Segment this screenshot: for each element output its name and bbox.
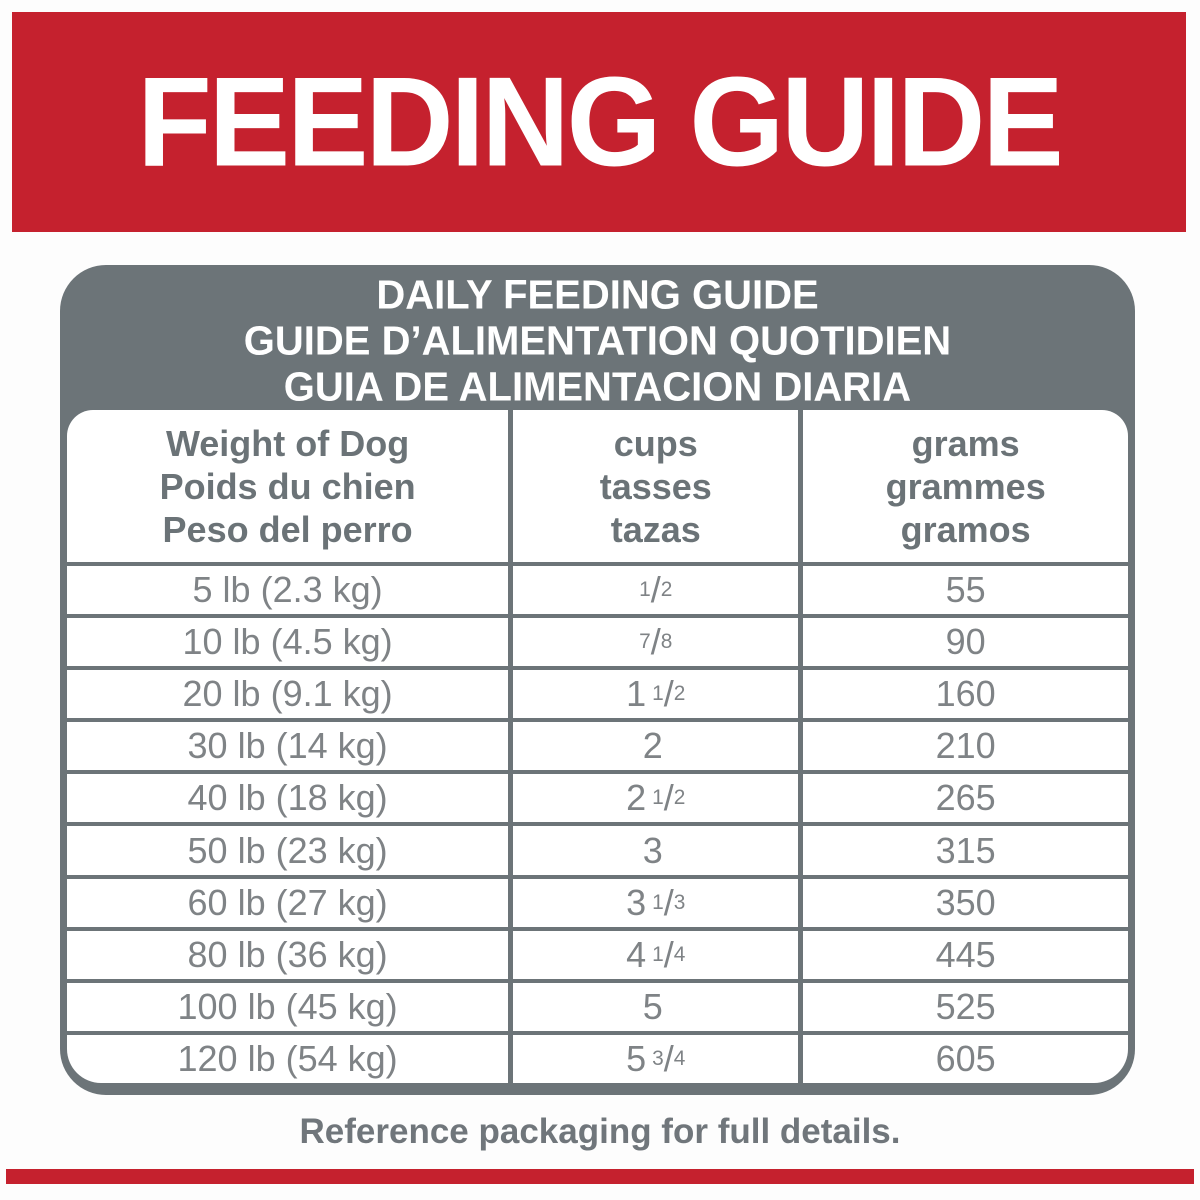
table-row: 5 lb (2.3 kg) 1/2 55 xyxy=(67,562,1128,615)
cups-cell: 7/8 xyxy=(508,618,798,667)
weight-cell: 80 lb (36 kg) xyxy=(187,933,388,975)
weight-cell: 60 lb (27 kg) xyxy=(187,881,388,923)
column-header-cups-fr: tasses xyxy=(599,465,712,507)
table-rows: 5 lb (2.3 kg) 1/2 55 10 lb (4.5 kg) 7/8 … xyxy=(67,562,1128,1083)
footnote: Reference packaging for full details. xyxy=(299,1112,901,1151)
cups-cell: 5 3/4 xyxy=(508,1034,798,1083)
cups-cell: 4 1/4 xyxy=(508,930,798,979)
column-header-weight-es: Peso del perro xyxy=(162,508,413,550)
grams-cell: 210 xyxy=(798,722,1128,771)
grams-cell: 525 xyxy=(798,982,1128,1031)
grams-cell: 350 xyxy=(798,878,1128,927)
table-row: 50 lb (23 kg) 3 315 xyxy=(67,822,1128,875)
cups-cell: 2 1/2 xyxy=(508,774,798,823)
grams-cell: 265 xyxy=(798,774,1128,823)
weight-cell: 40 lb (18 kg) xyxy=(187,777,388,819)
grams-cell: 160 xyxy=(798,670,1128,719)
column-header-grams: grams grammes gramos xyxy=(798,410,1128,562)
weight-cell: 50 lb (23 kg) xyxy=(187,829,388,871)
table-row: 120 lb (54 kg) 5 3/4 605 xyxy=(67,1030,1128,1083)
table-title: DAILY FEEDING GUIDE GUIDE D’ALIMENTATION… xyxy=(60,265,1135,410)
column-header-cups: cups tasses tazas xyxy=(508,410,798,562)
column-header-weight: Weight of Dog Poids du chien Peso del pe… xyxy=(67,410,508,562)
cups-cell: 1 1/2 xyxy=(508,670,798,719)
cups-cell: 5 xyxy=(508,982,798,1031)
column-header-grams-fr: grammes xyxy=(885,465,1046,507)
cups-cell: 2 xyxy=(508,722,798,771)
grams-cell: 55 xyxy=(798,566,1128,615)
grams-cell: 315 xyxy=(798,826,1128,875)
column-header-row: Weight of Dog Poids du chien Peso del pe… xyxy=(67,410,1128,562)
table-row: 60 lb (27 kg) 3 1/3 350 xyxy=(67,874,1128,927)
table-title-french: GUIDE D’ALIMENTATION QUOTIDIEN xyxy=(243,318,952,363)
table-row: 80 lb (36 kg) 4 1/4 445 xyxy=(67,926,1128,979)
grams-cell: 605 xyxy=(798,1034,1128,1083)
cups-cell: 1/2 xyxy=(508,566,798,615)
table-title-english: DAILY FEEDING GUIDE xyxy=(376,272,819,317)
cups-cell: 3 1/3 xyxy=(508,878,798,927)
table-row: 20 lb (9.1 kg) 1 1/2 160 xyxy=(67,666,1128,719)
column-header-weight-en: Weight of Dog xyxy=(165,422,410,464)
table-body: Weight of Dog Poids du chien Peso del pe… xyxy=(67,410,1128,1083)
weight-cell: 20 lb (9.1 kg) xyxy=(182,673,393,715)
bottom-red-strip xyxy=(6,1169,1194,1184)
column-header-cups-es: tazas xyxy=(610,508,701,550)
weight-cell: 100 lb (45 kg) xyxy=(177,985,398,1027)
table-row: 100 lb (45 kg) 5 525 xyxy=(67,978,1128,1031)
feeding-guide-banner: FEEDING GUIDE xyxy=(12,12,1186,232)
table-row: 40 lb (18 kg) 2 1/2 265 xyxy=(67,770,1128,823)
page-title: FEEDING GUIDE xyxy=(137,51,1064,193)
table-row: 10 lb (4.5 kg) 7/8 90 xyxy=(67,614,1128,667)
table-title-spanish: GUIA DE ALIMENTACION DIARIA xyxy=(283,364,912,409)
column-header-cups-en: cups xyxy=(613,422,698,464)
column-header-weight-fr: Poids du chien xyxy=(159,465,416,507)
cups-cell: 3 xyxy=(508,826,798,875)
daily-feeding-guide-table: DAILY FEEDING GUIDE GUIDE D’ALIMENTATION… xyxy=(60,265,1135,1095)
grams-cell: 445 xyxy=(798,930,1128,979)
weight-cell: 30 lb (14 kg) xyxy=(187,725,388,767)
grams-cell: 90 xyxy=(798,618,1128,667)
column-header-grams-en: grams xyxy=(911,422,1020,464)
weight-cell: 10 lb (4.5 kg) xyxy=(182,621,393,663)
weight-cell: 5 lb (2.3 kg) xyxy=(192,569,383,611)
column-header-grams-es: gramos xyxy=(900,508,1031,550)
weight-cell: 120 lb (54 kg) xyxy=(177,1037,398,1079)
table-row: 30 lb (14 kg) 2 210 xyxy=(67,718,1128,771)
